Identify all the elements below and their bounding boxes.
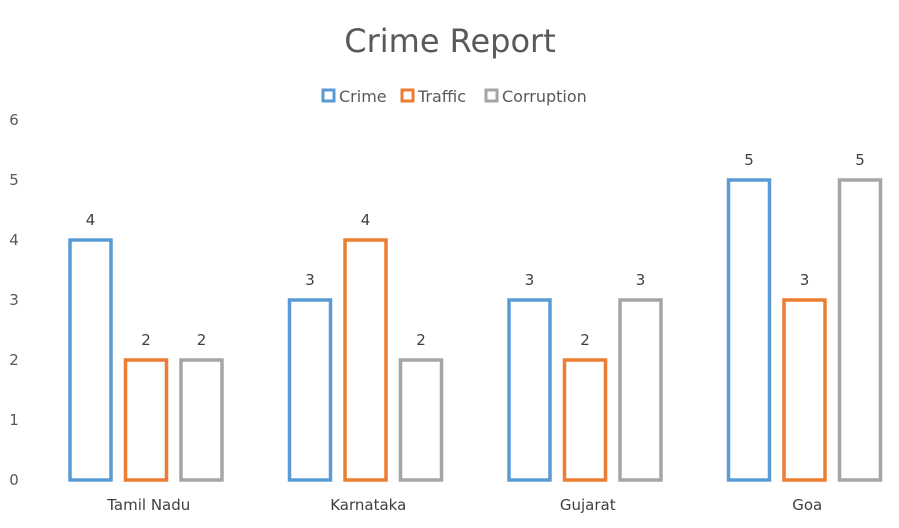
- data-label: 3: [525, 271, 535, 289]
- bars: [68, 178, 883, 482]
- x-category-label: Goa: [792, 496, 822, 514]
- data-label: 2: [197, 331, 207, 349]
- bar-crime: [287, 298, 333, 482]
- y-tick-label: 5: [9, 171, 19, 189]
- legend: Crime Traffic Corruption: [321, 87, 587, 106]
- bar-corruption: [179, 358, 224, 482]
- legend-swatch-crime: [321, 88, 336, 103]
- y-tick-label: 6: [9, 111, 19, 129]
- bar-crime: [507, 298, 552, 482]
- y-tick-label: 2: [9, 351, 19, 369]
- legend-label-crime: Crime: [339, 87, 387, 106]
- data-label: 5: [744, 151, 754, 169]
- x-category-label: Karnataka: [330, 496, 406, 514]
- bar-traffic: [343, 238, 388, 482]
- data-label: 2: [580, 331, 590, 349]
- x-category-label: Tamil Nadu: [106, 496, 190, 514]
- data-label: 5: [855, 151, 865, 169]
- bar-corruption: [398, 358, 444, 482]
- data-label: 3: [800, 271, 810, 289]
- legend-label-traffic: Traffic: [417, 87, 466, 106]
- y-tick-label: 4: [9, 231, 19, 249]
- legend-label-corruption: Corruption: [502, 87, 587, 106]
- bar-traffic: [123, 358, 169, 482]
- bar-corruption: [837, 178, 883, 482]
- data-label: 2: [141, 331, 151, 349]
- x-axis: Tamil Nadu Karnataka Gujarat Goa: [106, 496, 822, 514]
- chart-title: Crime Report: [344, 22, 556, 60]
- data-labels: 4 2 2 3 4 2 3 2 3 5 3 5: [86, 151, 865, 349]
- data-label: 3: [636, 271, 646, 289]
- y-axis: 0 1 2 3 4 5 6: [9, 111, 19, 489]
- bar-corruption: [618, 298, 663, 482]
- data-label: 3: [305, 271, 315, 289]
- data-label: 4: [361, 211, 371, 229]
- y-tick-label: 0: [9, 471, 19, 489]
- data-label: 4: [86, 211, 96, 229]
- bar-crime: [68, 238, 113, 482]
- bar-traffic: [562, 358, 608, 482]
- legend-swatch-corruption: [484, 88, 499, 103]
- data-label: 2: [416, 331, 426, 349]
- y-tick-label: 1: [9, 411, 19, 429]
- bar-crime: [726, 178, 772, 482]
- bar-traffic: [782, 298, 827, 482]
- legend-swatch-traffic: [400, 88, 415, 103]
- y-tick-label: 3: [9, 291, 19, 309]
- x-category-label: Gujarat: [560, 496, 616, 514]
